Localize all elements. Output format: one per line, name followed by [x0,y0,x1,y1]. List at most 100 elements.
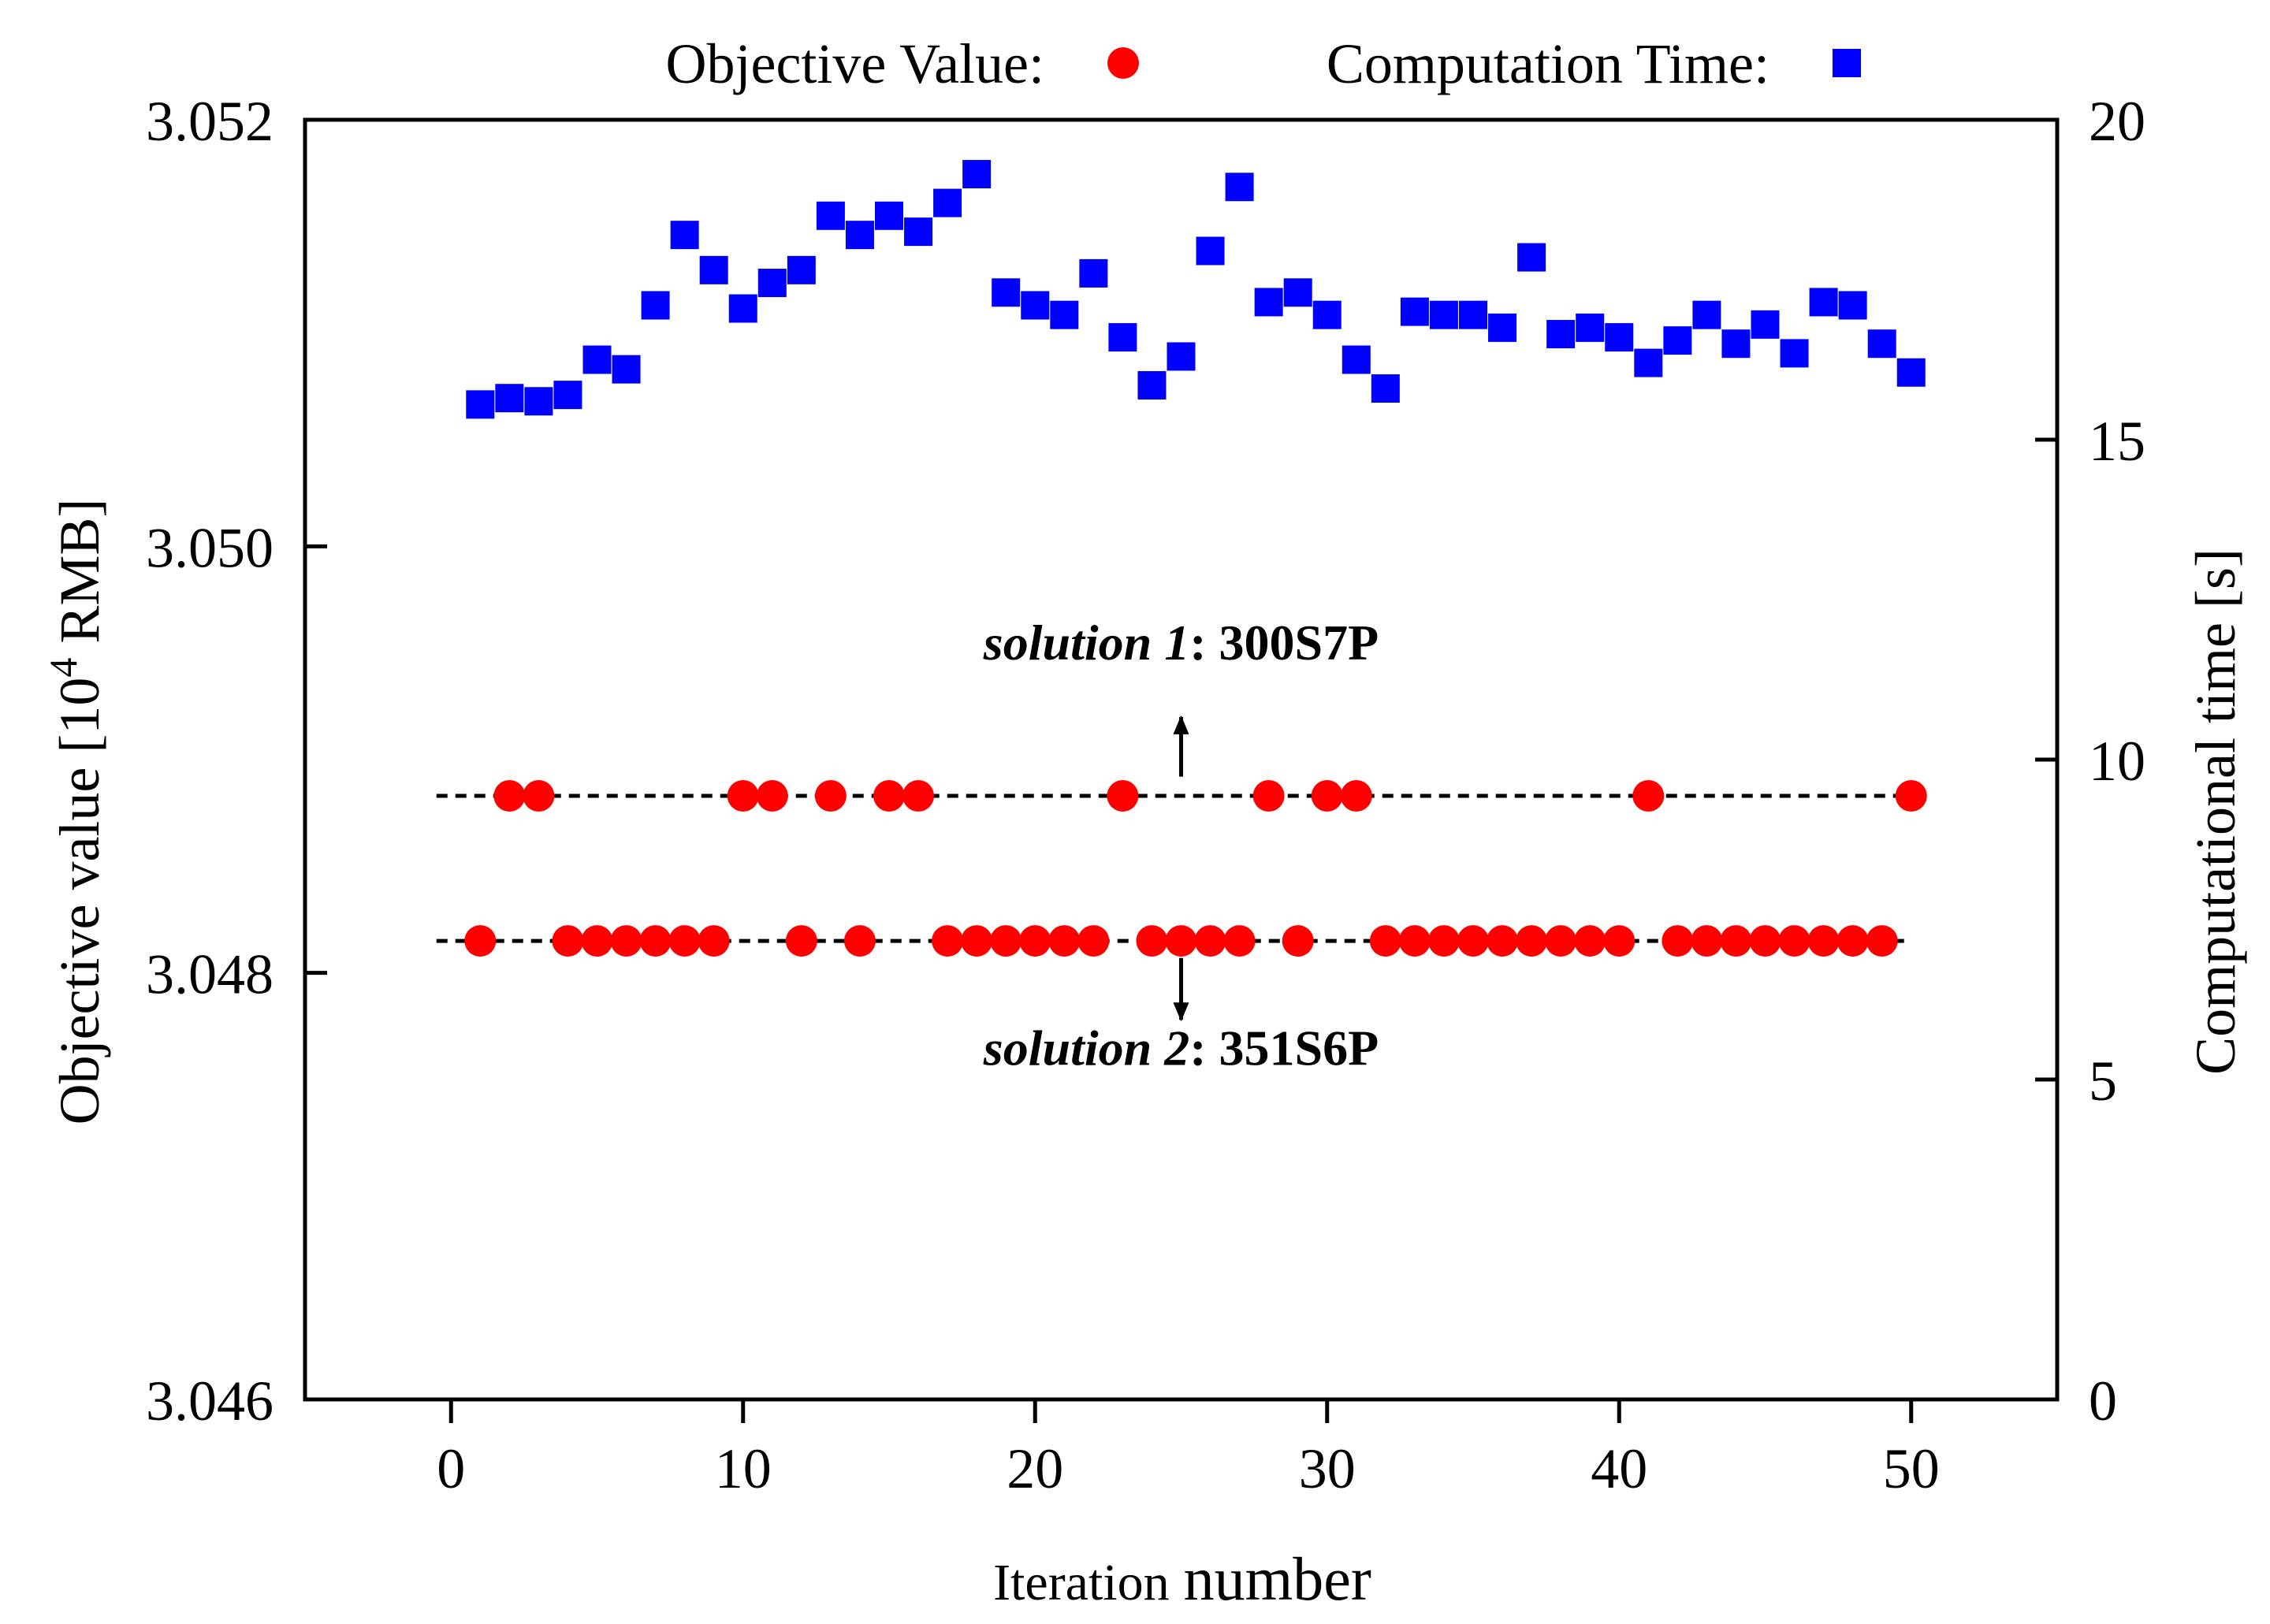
x-tick-label-40: 40 [1591,1437,1647,1500]
time-point-1 [466,390,495,419]
objective-point-17 [932,925,964,957]
time-point-29 [1283,278,1312,307]
objective-point-44 [1720,925,1752,957]
objective-point-36 [1487,925,1519,957]
objective-point-9 [698,925,730,957]
time-point-38 [1546,320,1576,349]
time-point-25 [1167,342,1196,371]
time-point-3 [524,387,553,416]
time-point-2 [495,384,524,413]
time-point-12 [787,255,816,284]
x-tick-label-50: 50 [1883,1437,1940,1500]
annotation-solution-1: solution 1: 300S7P [983,615,1379,671]
objective-point-5 [581,925,613,957]
time-point-41 [1634,348,1663,377]
time-point-42 [1663,326,1692,355]
objective-point-33 [1398,925,1431,957]
time-point-11 [757,269,787,298]
annotation-arrow-head-1 [1173,715,1189,734]
objective-point-13 [814,780,847,812]
objective-point-12 [785,925,817,957]
objective-point-14 [843,925,876,957]
x-tick-label-0: 0 [437,1437,465,1500]
objective-point-3 [523,780,555,812]
axes: 0 10 20 30 40 50 3.046 3.048 3.050 3.052 0 5 10 15 20 [146,90,2145,1500]
series-objective-value [464,780,1927,957]
objective-point-34 [1427,925,1460,957]
time-point-23 [1108,323,1137,352]
y-axis-left-title: Objective value [104 RMB] [41,499,111,1125]
annotation-arrow-head-2 [1173,1002,1189,1022]
time-point-31 [1342,345,1371,374]
objective-point-15 [873,780,905,812]
time-point-20 [1021,291,1050,320]
annotation-solution-2-config: : 351S6P [1189,1020,1379,1076]
legend-marker-computation [1833,49,1861,77]
objective-point-49 [1866,925,1898,957]
time-point-9 [699,255,728,284]
time-point-37 [1517,243,1546,272]
legend: Objective Value: Computation Time: [665,32,1861,95]
time-point-44 [1721,329,1751,359]
time-point-45 [1751,310,1780,339]
time-point-32 [1371,374,1400,403]
y-right-tick-label-5: 5 [2089,1050,2117,1113]
y-left-tick-label-3.048: 3.048 [146,943,274,1006]
time-point-6 [612,355,641,384]
time-point-50 [1896,358,1926,387]
time-point-21 [1050,300,1079,329]
time-point-10 [728,294,757,323]
time-point-13 [816,201,845,230]
objective-point-45 [1749,925,1781,957]
time-point-8 [670,221,699,250]
annotations: solution 1: 300S7P solution 2: 351S6P [983,615,1379,1076]
objective-point-32 [1369,925,1401,957]
objective-point-22 [1077,925,1110,957]
objective-point-19 [990,925,1022,957]
time-point-16 [904,217,933,247]
legend-label-objective: Objective Value: [665,32,1044,95]
y-right-tick-label-0: 0 [2089,1369,2117,1433]
objective-point-30 [1311,780,1343,812]
data-series [464,160,1927,957]
objective-point-40 [1603,925,1636,957]
objective-point-38 [1545,925,1577,957]
time-point-34 [1429,300,1458,329]
x-axis-title-part1: Iteration [993,1554,1170,1611]
objective-point-18 [961,925,993,957]
y-left-tick-label-3.052: 3.052 [146,90,274,153]
objective-point-47 [1807,925,1840,957]
objective-point-10 [727,780,759,812]
objective-point-24 [1136,925,1168,957]
y-right-tick-label-15: 15 [2089,410,2145,473]
time-point-33 [1400,297,1429,326]
objective-point-1 [464,925,497,957]
time-point-19 [992,278,1021,307]
annotation-solution-2: solution 2: 351S6P [983,1020,1379,1076]
y-right-tick-label-10: 10 [2089,730,2145,793]
time-point-26 [1196,236,1225,266]
objective-point-43 [1691,925,1723,957]
objective-point-20 [1019,925,1051,957]
objective-point-50 [1895,780,1927,812]
time-point-43 [1692,300,1721,329]
time-point-14 [845,221,874,250]
time-point-46 [1780,339,1809,368]
x-tick-label-20: 20 [1007,1437,1063,1500]
series-computation-time [466,160,1926,419]
time-point-35 [1459,300,1487,329]
objective-point-41 [1632,780,1665,812]
objective-point-28 [1252,780,1285,812]
objective-point-25 [1165,925,1197,957]
annotation-solution-1-config: : 300S7P [1189,615,1379,671]
y-left-tick-label-3.046: 3.046 [146,1369,274,1433]
objective-point-27 [1223,925,1256,957]
objective-point-48 [1836,925,1869,957]
objective-point-21 [1048,925,1081,957]
time-point-15 [875,201,903,230]
time-point-17 [933,188,962,217]
time-point-24 [1137,370,1167,399]
objective-point-11 [756,780,788,812]
x-axis-title: Iteration number [993,1544,1371,1613]
objective-point-8 [668,925,701,957]
